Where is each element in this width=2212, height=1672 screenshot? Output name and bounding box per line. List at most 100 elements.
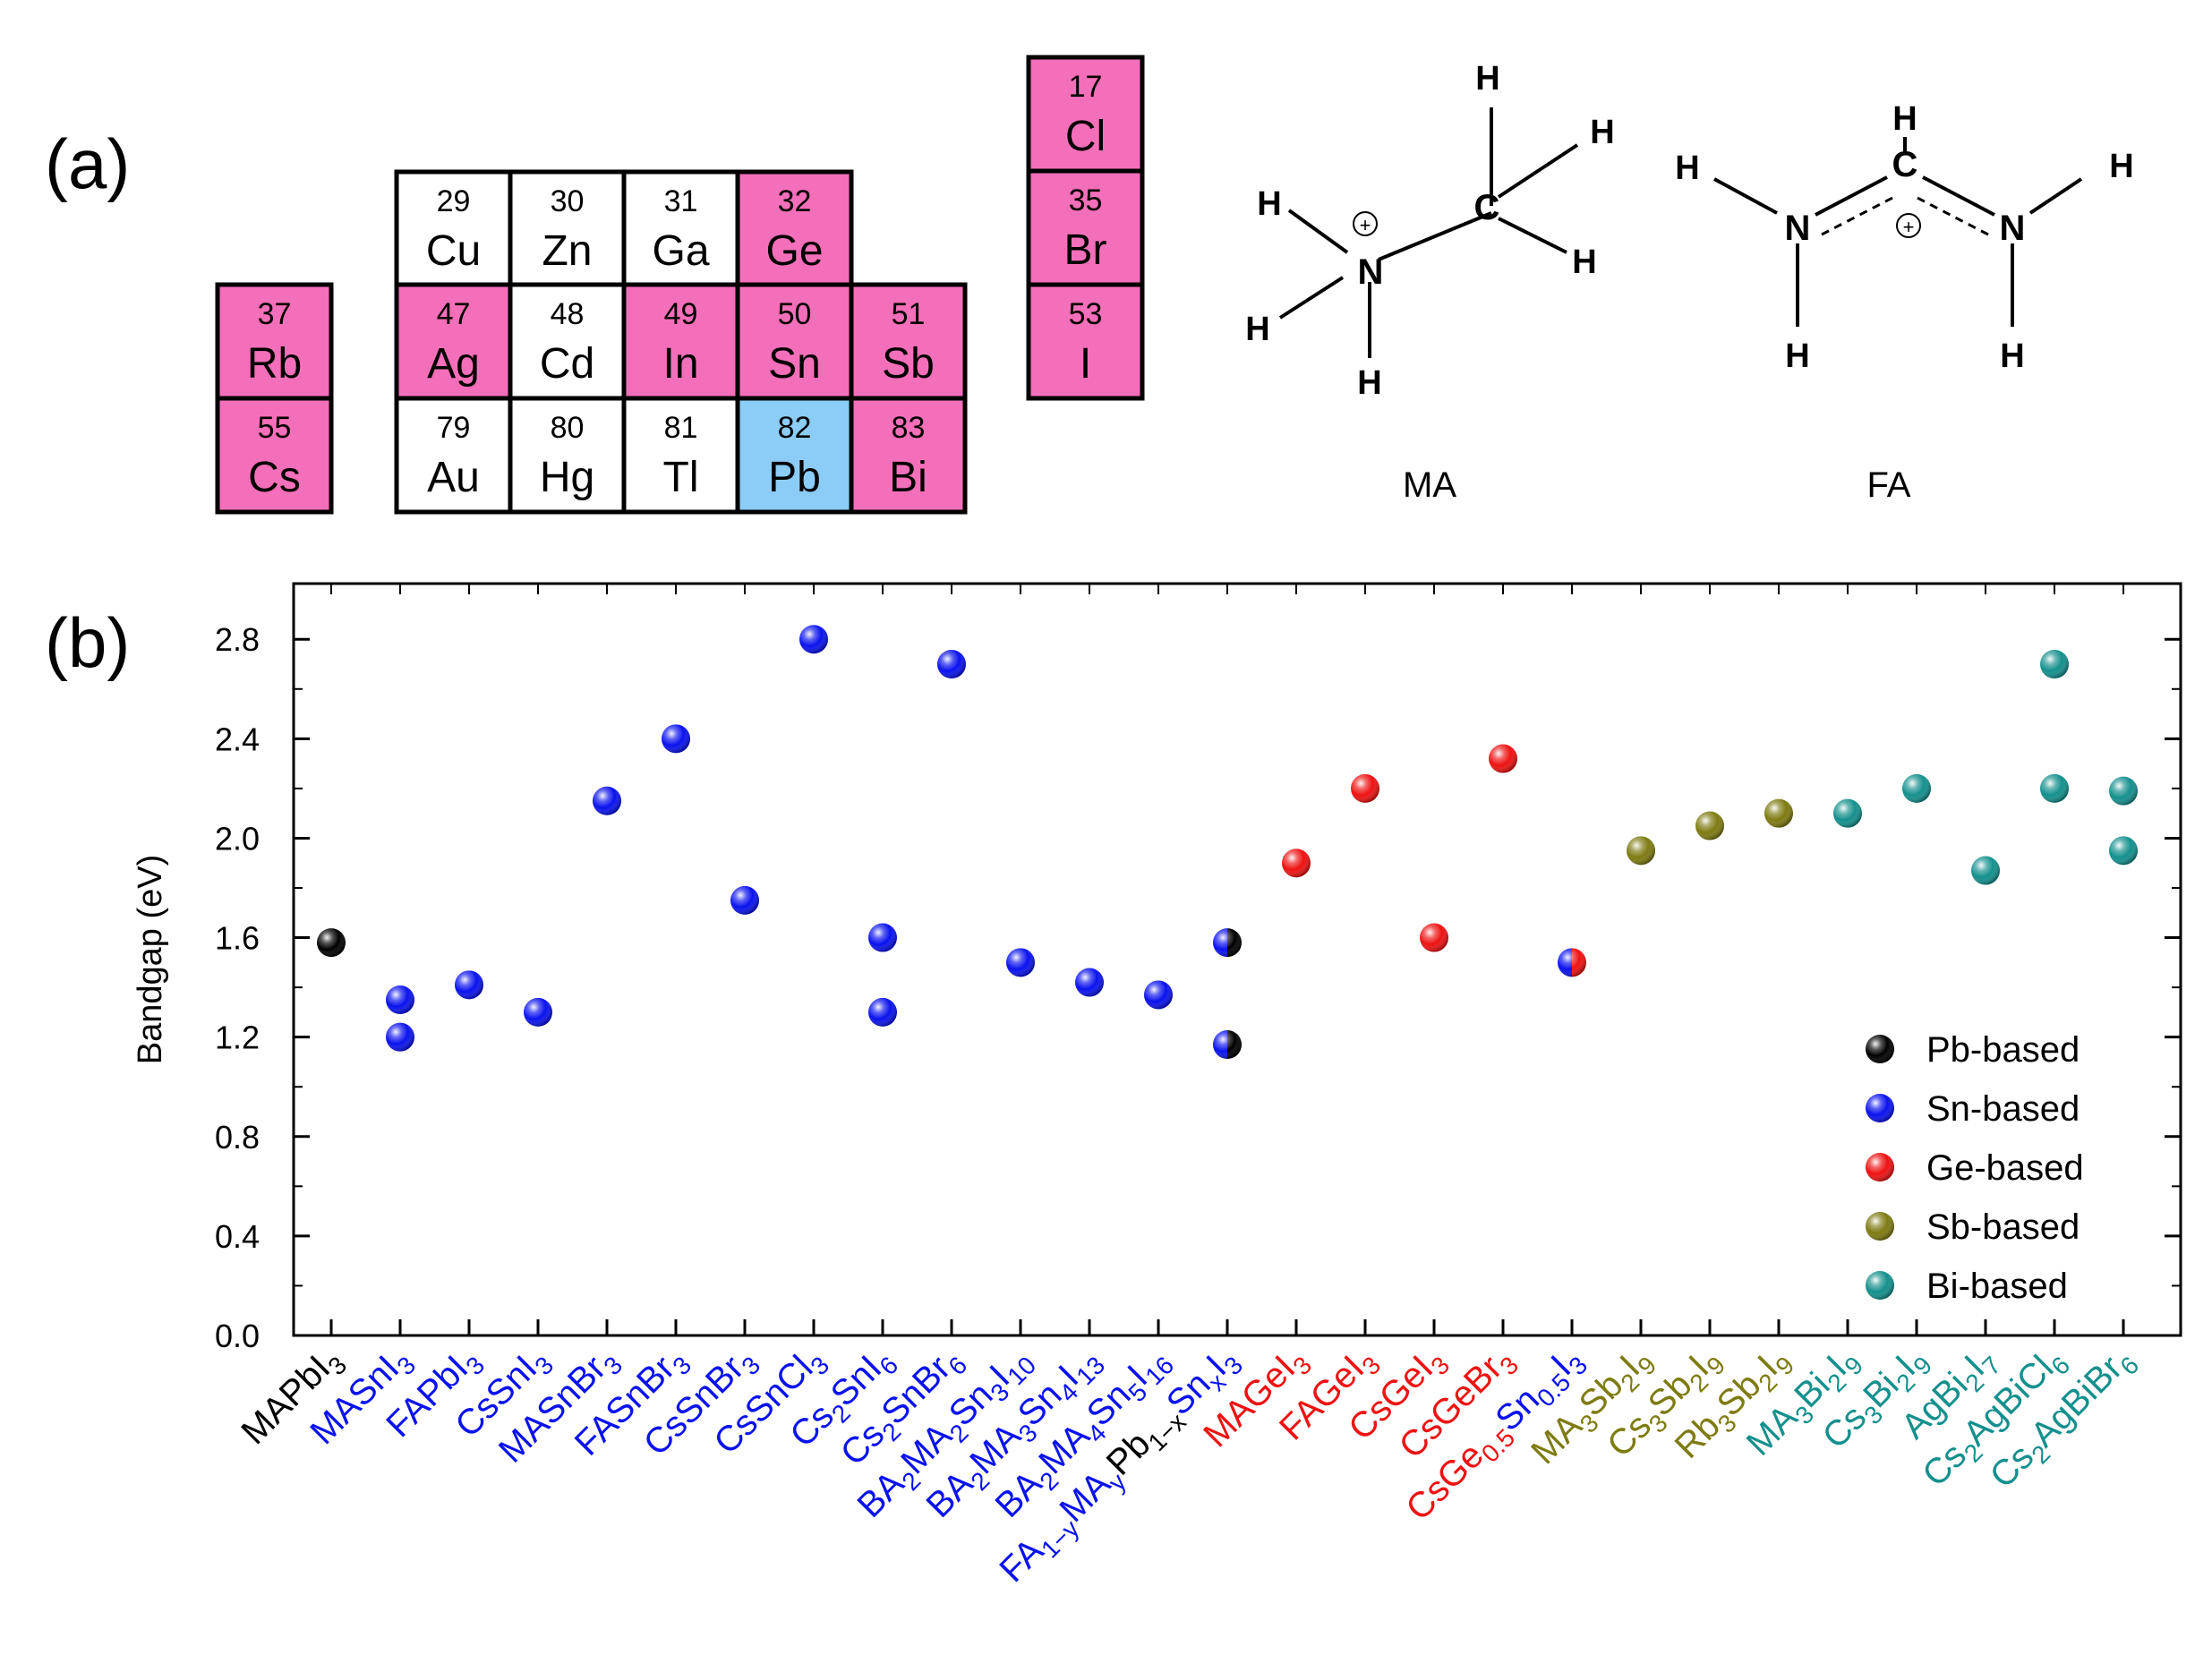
element-symbol: Hg — [540, 454, 594, 501]
data-point-highlight — [1213, 1030, 1242, 1059]
data-point — [1902, 773, 1931, 803]
element-number: 30 — [551, 184, 585, 218]
element-symbol: Tl — [663, 454, 699, 501]
data-point-highlight — [1006, 948, 1035, 977]
fa-atom-h: H — [1675, 149, 1699, 187]
element-cell-br: 35 Br — [1026, 168, 1145, 287]
data-point — [1695, 811, 1724, 840]
data-point-highlight — [455, 970, 483, 1000]
y-axis-label: Bandgap (eV) — [132, 855, 169, 1065]
element-cell-sn: 50 Sn — [735, 282, 854, 401]
data-point-highlight — [386, 985, 414, 1014]
element-symbol: Ag — [427, 340, 480, 388]
data-point — [1558, 948, 1586, 977]
data-point-highlight — [868, 997, 897, 1027]
element-symbol: Sb — [882, 340, 935, 388]
panel-label-a: (a) — [45, 124, 130, 203]
data-point — [2109, 836, 2138, 866]
legend-label: Sb-based — [1926, 1207, 2080, 1247]
data-point-highlight — [2109, 836, 2138, 866]
y-tick-label: 1.2 — [215, 1019, 260, 1056]
element-cell-box — [508, 282, 627, 401]
element-cell-box — [735, 169, 854, 288]
data-point — [937, 650, 966, 678]
legend-marker-highlight — [1866, 1153, 1894, 1181]
legend-item: Bi-based — [1866, 1267, 2068, 1306]
y-tick-label: 0.0 — [215, 1318, 260, 1354]
y-tick-label: 0.4 — [215, 1218, 260, 1255]
data-point — [386, 985, 414, 1014]
ma-atom-h: H — [1590, 114, 1614, 151]
element-cell-au: 79 Au — [394, 396, 513, 515]
ma-charge: + — [1360, 214, 1371, 236]
data-point — [1144, 980, 1173, 1010]
element-cell-box — [394, 396, 513, 515]
element-symbol: Sn — [768, 340, 821, 388]
data-point — [799, 625, 828, 654]
element-number: 31 — [664, 184, 698, 218]
fa-atom-n: N — [2000, 209, 2026, 248]
element-number: 53 — [1069, 297, 1103, 331]
element-cell-ag: 47 Ag — [394, 282, 513, 401]
data-point-highlight — [1075, 968, 1104, 997]
data-point-highlight — [1695, 811, 1724, 840]
element-cell-box — [215, 396, 334, 515]
legend-label: Ge-based — [1926, 1148, 2084, 1188]
element-symbol: Cd — [540, 340, 594, 388]
element-cell-ga: 31 Ga — [621, 169, 740, 288]
data-point — [1833, 798, 1862, 828]
data-point — [1489, 744, 1517, 773]
data-point — [1213, 928, 1242, 958]
element-cell-box — [849, 282, 968, 401]
element-number: 80 — [551, 411, 585, 445]
data-point-highlight — [1213, 928, 1242, 958]
data-point-highlight — [2040, 773, 2069, 803]
data-point-highlight — [799, 625, 828, 654]
fa-atom-h: H — [1785, 337, 1809, 375]
data-point — [1282, 849, 1311, 878]
data-point-highlight — [524, 997, 552, 1027]
legend-item: Ge-based — [1866, 1148, 2084, 1188]
legend-item: Pb-based — [1866, 1030, 2080, 1070]
y-tick-label: 1.6 — [215, 920, 260, 957]
element-cell-box — [621, 396, 740, 515]
data-point-highlight — [868, 923, 897, 952]
data-point-highlight — [317, 928, 346, 958]
ma-atom-n: N — [1358, 252, 1384, 292]
data-point-highlight — [1351, 773, 1379, 803]
element-number: 48 — [551, 297, 585, 331]
element-number: 83 — [892, 411, 926, 445]
element-symbol: Rb — [247, 340, 302, 388]
ma-atom-h: H — [1572, 243, 1596, 281]
element-number: 82 — [778, 411, 812, 445]
data-point-highlight — [1558, 948, 1586, 977]
element-cell-box — [735, 282, 854, 401]
fa-atom-n: N — [1785, 209, 1811, 248]
fa-molecule: C H N N H H H H + FA — [1675, 100, 2133, 505]
element-number: 50 — [778, 297, 812, 331]
y-tick-label: 2.4 — [215, 721, 260, 757]
element-number: 29 — [437, 184, 471, 218]
legend: Pb-based Sn-based Ge-based Sb-based Bi-based — [1866, 1030, 2084, 1306]
element-number: 32 — [778, 184, 812, 218]
data-point-highlight — [386, 1022, 414, 1052]
element-symbol: Bi — [889, 454, 927, 501]
data-point-highlight — [2109, 776, 2138, 806]
y-tick-label: 2.0 — [215, 820, 260, 857]
element-symbol: Cl — [1065, 113, 1106, 160]
data-point — [386, 1022, 414, 1052]
fa-atom-h: H — [2109, 148, 2133, 185]
element-cell-cl: 17 Cl — [1026, 55, 1145, 174]
element-cell-box — [849, 396, 968, 515]
legend-label: Sn-based — [1926, 1089, 2080, 1129]
element-cell-ge: 32 Ge — [735, 169, 854, 288]
data-point-highlight — [1627, 836, 1655, 866]
legend-item: Sn-based — [1866, 1089, 2080, 1129]
data-point — [455, 970, 483, 1000]
data-point-highlight — [730, 885, 759, 915]
data-point — [2040, 773, 2069, 803]
element-number: 37 — [258, 297, 292, 331]
data-point — [1971, 856, 2000, 885]
data-point — [524, 997, 552, 1027]
